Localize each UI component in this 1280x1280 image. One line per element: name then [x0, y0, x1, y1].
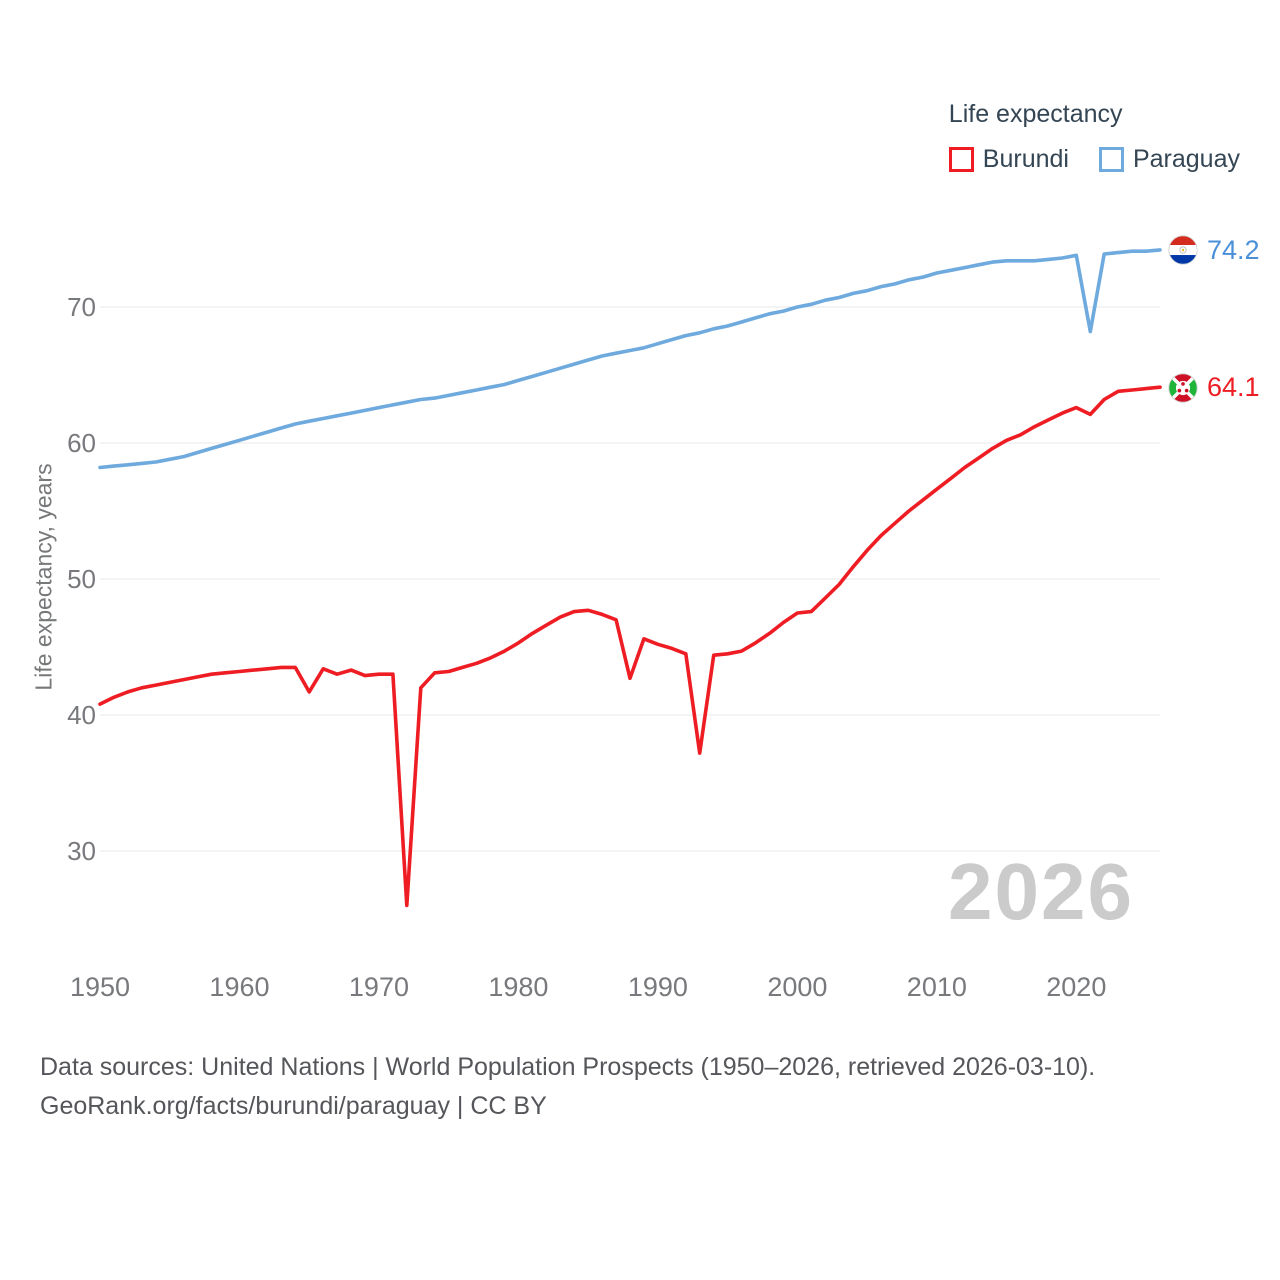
x-tick-label-1960: 1960: [209, 972, 269, 1002]
legend-label: Burundi: [982, 145, 1069, 173]
y-tick-label-50: 50: [67, 564, 96, 594]
y-axis-label: Life expectancy, years: [30, 463, 57, 691]
y-tick-label-40: 40: [67, 700, 96, 730]
y-tick-label-30: 30: [67, 836, 96, 866]
legend-swatch-burundi: [948, 147, 974, 172]
footer-attribution: GeoRank.org/facts/burundi/paraguay | CC …: [40, 1092, 547, 1120]
legend-items: Burundi Paraguay: [948, 145, 1240, 174]
x-tick-label-1980: 1980: [488, 972, 548, 1002]
x-tick-label-2000: 2000: [767, 972, 827, 1002]
burundi-flag-icon: [1168, 373, 1198, 403]
footer-sources: Data sources: United Nations | World Pop…: [40, 1053, 1096, 1081]
x-tick-label-2010: 2010: [907, 972, 967, 1002]
x-tick-label-1990: 1990: [628, 972, 688, 1002]
legend-item-burundi: Burundi: [948, 145, 1069, 174]
y-tick-label-70: 70: [67, 292, 96, 322]
series-line-paraguay: [98, 248, 1162, 470]
x-tick-label-2020: 2020: [1046, 972, 1106, 1002]
legend-title: Life expectancy: [948, 100, 1123, 128]
paraguay-flag-icon: [1168, 235, 1198, 265]
legend: Life expectancy Burundi Paraguay: [948, 100, 1240, 174]
legend-label: Paraguay: [1132, 145, 1240, 173]
x-tick-label-1970: 1970: [349, 972, 409, 1002]
y-tick-label-60: 60: [67, 428, 96, 458]
paraguay-end-value: 74.2: [1207, 234, 1260, 265]
series-line-burundi: [98, 385, 1162, 908]
burundi-end-label: 64.1: [1168, 372, 1260, 403]
paraguay-end-label: 74.2: [1168, 235, 1260, 266]
legend-item-paraguay: Paraguay: [1098, 145, 1240, 174]
legend-swatch-paraguay: [1098, 147, 1124, 172]
watermark-year: 2026: [948, 847, 1134, 936]
burundi-end-value: 64.1: [1207, 372, 1260, 403]
footer: Data sources: United Nations | World Pop…: [40, 1048, 1095, 1126]
x-tick-label-1950: 1950: [70, 972, 130, 1002]
